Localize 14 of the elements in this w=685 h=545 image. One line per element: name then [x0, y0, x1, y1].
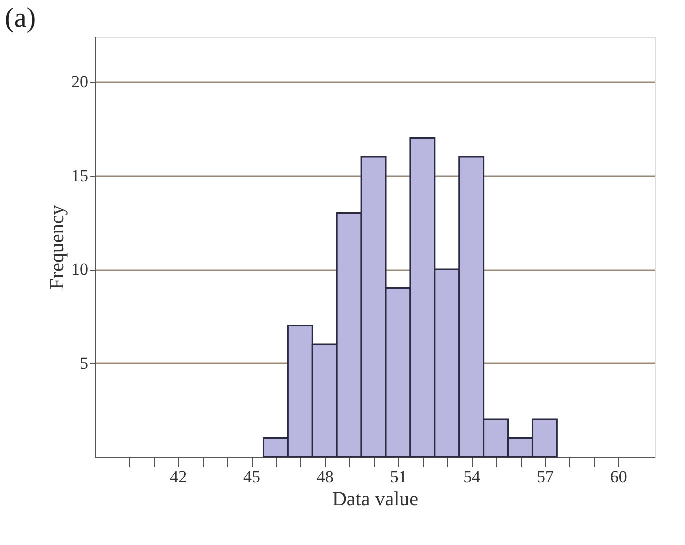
x-tick-label: 45	[244, 468, 261, 486]
y-axis-title: Frequency	[46, 205, 68, 290]
y-tick-label: 20	[72, 72, 88, 92]
x-tick-label: 51	[390, 468, 408, 486]
x-tick-label: 48	[316, 468, 334, 486]
x-axis-title: Data value	[332, 488, 419, 510]
y-tick-label: 10	[72, 260, 88, 279]
chart-title: (a)	[5, 3, 36, 34]
x-tick-label: 54	[464, 468, 482, 486]
y-tick-label: 5	[80, 354, 88, 373]
x-tick-label: 60	[610, 468, 628, 486]
x-tick-label: 57	[536, 468, 554, 486]
y-tick-label: 15	[72, 166, 88, 186]
x-tick-label: 42	[170, 468, 188, 486]
